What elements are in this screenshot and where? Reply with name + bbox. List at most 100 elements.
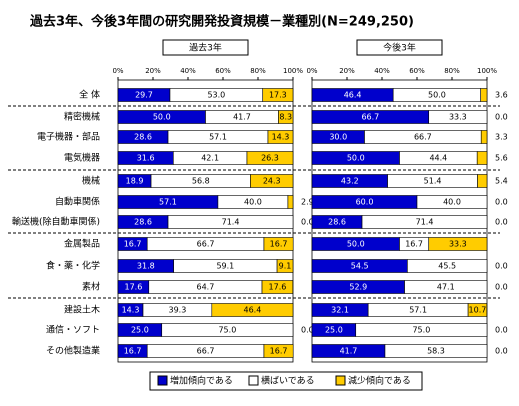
value-label: 0.0: [495, 218, 508, 227]
value-label: 5.6: [495, 154, 508, 163]
value-label: 46.4: [344, 91, 362, 100]
value-label: 17.3: [269, 91, 287, 100]
value-label: 50.0: [347, 154, 365, 163]
x-tick-label: 60%: [409, 67, 425, 75]
legend-label: 増加傾向である: [170, 375, 233, 387]
value-label: 47.1: [437, 283, 455, 292]
chart-title: 過去3年、今後3年間の研究開発投資規模－業種別(N=249,250): [29, 14, 414, 30]
value-label: 28.6: [134, 218, 152, 227]
category-label: 電子機器・部品: [37, 131, 100, 143]
category-label: 輸送機(除自動車関係): [12, 216, 100, 228]
value-label: 16.7: [405, 240, 423, 249]
value-label: 10.7: [469, 306, 487, 315]
value-label: 53.0: [207, 91, 225, 100]
value-label: 14.3: [272, 133, 290, 142]
value-label: 59.1: [216, 262, 234, 271]
value-label: 58.3: [427, 347, 445, 356]
category-label: 通信・ソフト: [46, 324, 100, 336]
bar-segment: [161, 323, 294, 337]
x-tick-label: 80%: [444, 67, 460, 75]
value-label: 44.4: [429, 154, 447, 163]
bar-segment: [480, 130, 488, 144]
legend-box: [149, 371, 423, 391]
x-tick-label: 80%: [250, 67, 266, 75]
category-label: 建設土木: [64, 304, 100, 316]
x-tick-label: 0%: [112, 67, 123, 75]
panel-title-box: [162, 39, 249, 56]
value-label: 51.4: [424, 177, 442, 186]
value-label: 50.0: [428, 91, 446, 100]
value-label: 40.0: [244, 198, 262, 207]
value-label: 16.7: [124, 347, 142, 356]
bar-segment: [480, 88, 488, 102]
bar-segment: [267, 130, 294, 144]
value-label: 0.0: [301, 218, 314, 227]
bar-segment: [477, 174, 488, 188]
category-label: 金属製品: [64, 238, 100, 250]
value-label: 57.1: [409, 306, 427, 315]
panel-title: 今後3年: [383, 42, 416, 54]
value-label: 42.1: [201, 154, 219, 163]
bar-segment: [250, 174, 294, 188]
value-label: 50.0: [347, 240, 365, 249]
value-label: 5.4: [495, 177, 508, 186]
value-label: 28.6: [328, 218, 346, 227]
category-label: 自動車関係: [55, 196, 100, 208]
bar-segment: [278, 110, 294, 124]
value-label: 17.6: [124, 283, 142, 292]
bar-segment: [355, 323, 488, 337]
value-label: 25.0: [325, 326, 343, 335]
value-label: 66.7: [197, 240, 215, 249]
value-label: 33.3: [449, 240, 467, 249]
bar-segment: [287, 195, 294, 209]
bar-segment: [211, 303, 294, 317]
value-label: 39.3: [169, 306, 187, 315]
bar-segment: [384, 344, 488, 358]
value-label: 75.0: [218, 326, 236, 335]
value-label: 57.1: [159, 198, 177, 207]
category-label: 全 体: [79, 89, 100, 101]
value-label: 9.1: [279, 262, 292, 271]
panel-title-box: [356, 39, 443, 56]
legend-swatch: [248, 375, 259, 386]
category-label: 精密機械: [64, 111, 100, 123]
legend-swatch: [157, 375, 168, 386]
bar-segment: [467, 303, 488, 317]
legend-label: 横ばいである: [261, 375, 315, 387]
value-label: 75.0: [412, 326, 430, 335]
value-label: 0.0: [495, 198, 508, 207]
value-label: 17.6: [269, 283, 287, 292]
value-label: 57.1: [209, 133, 227, 142]
value-label: 0.0: [495, 347, 508, 356]
x-tick-label: 60%: [215, 67, 231, 75]
value-label: 41.7: [233, 113, 251, 122]
value-label: 32.1: [331, 306, 349, 315]
bar-segment: [167, 215, 294, 229]
value-label: 33.3: [449, 113, 467, 122]
category-label: その他製造業: [46, 345, 100, 357]
bar-segment: [428, 237, 488, 251]
legend-swatch: [335, 375, 346, 386]
value-label: 24.3: [263, 177, 281, 186]
value-label: 2.9: [301, 198, 314, 207]
category-label: 電気機器: [64, 152, 100, 164]
x-tick-label: 0%: [306, 67, 317, 75]
bar-segment: [263, 344, 294, 358]
panel-title: 過去3年: [189, 42, 222, 54]
x-tick-label: 100%: [477, 67, 497, 75]
bar-segment: [416, 195, 488, 209]
value-label: 0.0: [495, 283, 508, 292]
x-tick-label: 40%: [180, 67, 196, 75]
legend-label: 減少傾向である: [348, 375, 411, 387]
value-label: 30.0: [329, 133, 347, 142]
value-label: 43.2: [341, 177, 359, 186]
value-label: 50.0: [153, 113, 171, 122]
value-label: 31.6: [137, 154, 155, 163]
value-label: 0.0: [495, 262, 508, 271]
value-label: 71.4: [416, 218, 434, 227]
value-label: 52.9: [349, 283, 367, 292]
value-label: 66.7: [361, 113, 379, 122]
value-label: 25.0: [131, 326, 149, 335]
value-label: 16.7: [124, 240, 142, 249]
